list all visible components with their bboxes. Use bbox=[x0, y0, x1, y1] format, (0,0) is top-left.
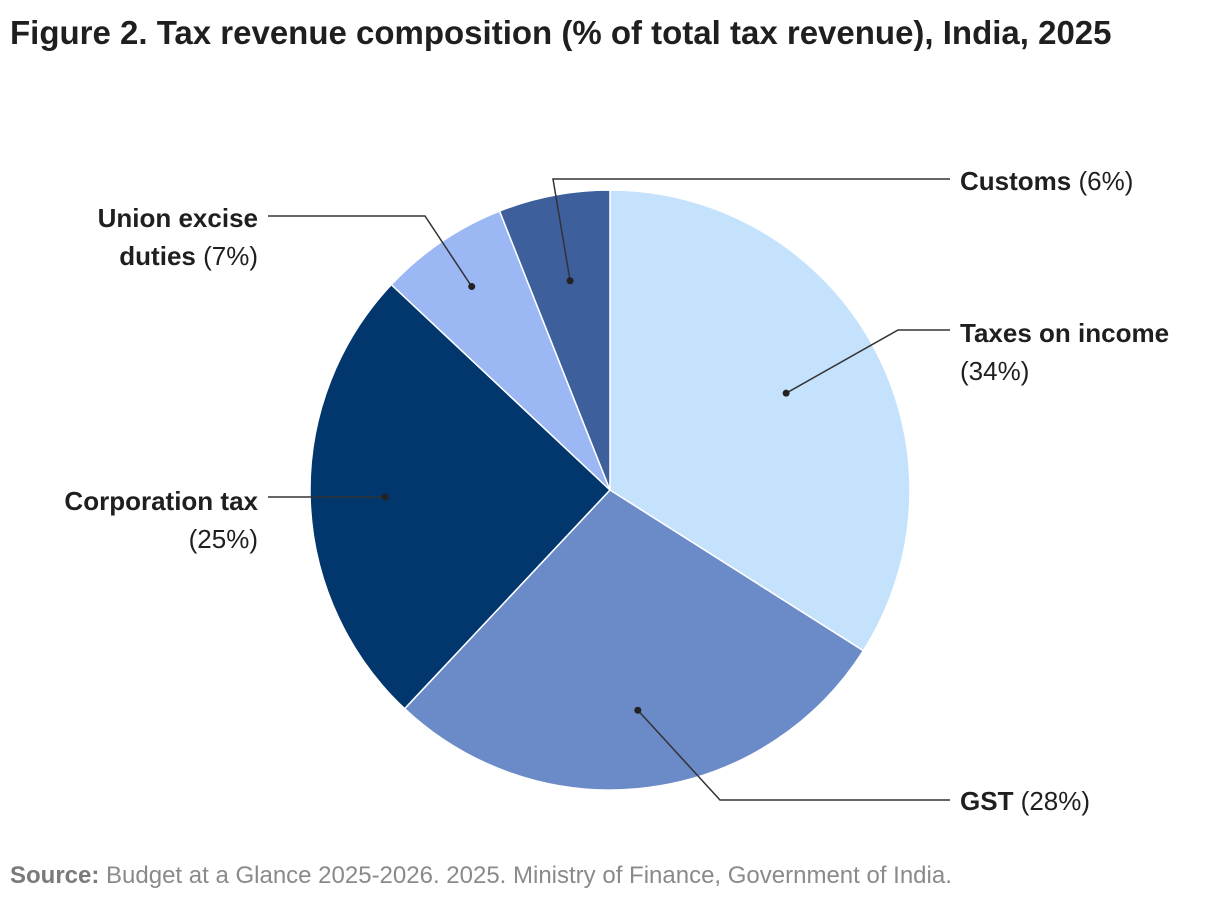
source-text: Budget at a Glance 2025-2026. 2025. Mini… bbox=[106, 862, 952, 889]
pie-slice-gst bbox=[403, 489, 865, 791]
source-label: Source: bbox=[10, 862, 100, 889]
pie-slice-customs bbox=[498, 189, 611, 491]
leader-line bbox=[552, 178, 950, 281]
pie-slice-corporation-tax bbox=[309, 283, 612, 710]
leader-dot bbox=[634, 706, 642, 714]
source-note: Source: Budget at a Glance 2025-2026. 20… bbox=[10, 862, 952, 890]
leader-lines bbox=[268, 178, 950, 801]
slice-label: Customs (6%) bbox=[960, 166, 1133, 196]
slice-label: Union excise duties (7%) bbox=[98, 203, 258, 271]
pie-slice-taxes-on-income bbox=[609, 189, 911, 652]
pie-slices bbox=[309, 189, 911, 791]
slice-label: Taxes on income (34%) bbox=[960, 318, 1169, 386]
leader-line bbox=[268, 215, 473, 287]
slice-label: Corporation tax (25%) bbox=[64, 486, 258, 554]
slice-label: GST (28%) bbox=[960, 786, 1090, 816]
leader-dot bbox=[566, 277, 574, 285]
leader-dot bbox=[468, 283, 476, 291]
chart-title: Figure 2. Tax revenue composition (% of … bbox=[10, 14, 1112, 51]
leader-line bbox=[785, 329, 950, 394]
leader-line bbox=[637, 709, 950, 801]
slice-labels: Taxes on income (34%) GST (28%) Corporation… bbox=[64, 166, 1169, 816]
leader-dot bbox=[782, 389, 790, 397]
leader-dot bbox=[381, 493, 389, 501]
